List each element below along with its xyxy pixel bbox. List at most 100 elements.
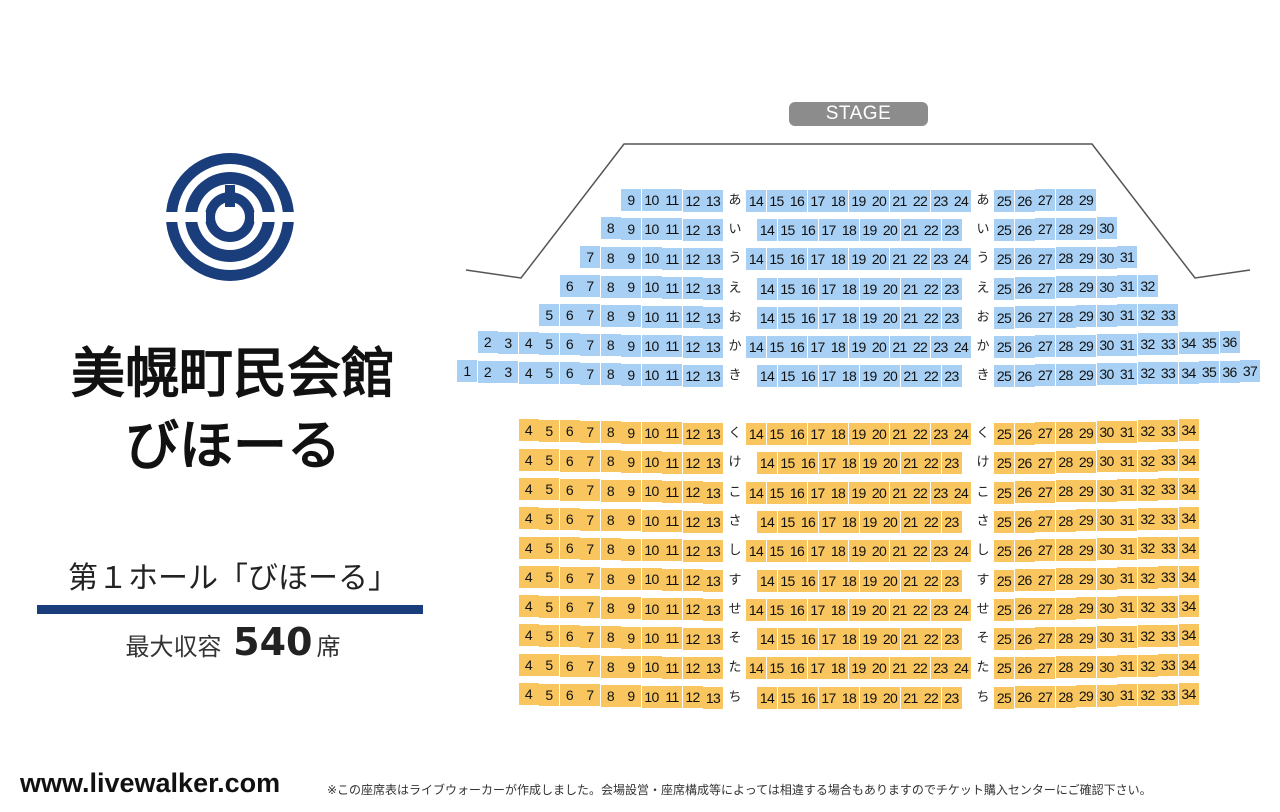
seat-け-27[interactable]: 27	[1035, 451, 1055, 474]
seat-た-4[interactable]: 4	[518, 653, 539, 676]
seat-け-10[interactable]: 10	[641, 451, 662, 474]
seat-う-7[interactable]: 7	[580, 246, 600, 269]
seat-そ-21[interactable]: 21	[900, 628, 921, 651]
seat-あ-16[interactable]: 16	[787, 190, 807, 212]
seat-す-22[interactable]: 22	[921, 569, 941, 592]
seat-せ-12[interactable]: 12	[682, 598, 703, 621]
seat-い-11[interactable]: 11	[662, 218, 682, 241]
seat-あ-20[interactable]: 20	[869, 190, 889, 212]
seat-か-16[interactable]: 16	[787, 336, 807, 358]
seat-え-22[interactable]: 22	[921, 277, 941, 300]
seat-そ-5[interactable]: 5	[539, 624, 559, 647]
seat-か-22[interactable]: 22	[910, 336, 930, 358]
seat-し-14[interactable]: 14	[746, 540, 766, 563]
seat-え-8[interactable]: 8	[600, 275, 621, 298]
site-url[interactable]: www.livewalker.com	[20, 768, 281, 798]
seat-け-20[interactable]: 20	[880, 452, 900, 475]
seat-え-21[interactable]: 21	[900, 277, 921, 300]
seat-せ-13[interactable]: 13	[703, 598, 723, 621]
seat-し-25[interactable]: 25	[994, 540, 1014, 563]
seat-ち-10[interactable]: 10	[641, 685, 662, 708]
seat-け-32[interactable]: 32	[1137, 449, 1158, 472]
seat-か-29[interactable]: 29	[1076, 334, 1096, 357]
seat-す-25[interactable]: 25	[994, 569, 1014, 592]
seat-す-26[interactable]: 26	[1014, 569, 1035, 592]
seat-く-19[interactable]: 19	[848, 423, 869, 445]
seat-い-16[interactable]: 16	[798, 219, 818, 242]
seat-い-22[interactable]: 22	[921, 219, 941, 242]
seat-ち-4[interactable]: 4	[518, 683, 539, 706]
seat-そ-33[interactable]: 33	[1158, 624, 1178, 647]
seat-そ-6[interactable]: 6	[559, 625, 580, 648]
seat-す-14[interactable]: 14	[757, 569, 777, 592]
seat-こ-13[interactable]: 13	[703, 481, 723, 504]
seat-そ-4[interactable]: 4	[518, 624, 539, 647]
seat-し-30[interactable]: 30	[1096, 538, 1117, 561]
seat-え-19[interactable]: 19	[859, 277, 880, 300]
seat-せ-32[interactable]: 32	[1137, 596, 1158, 619]
seat-き-23[interactable]: 23	[941, 365, 962, 388]
seat-そ-34[interactable]: 34	[1178, 624, 1199, 647]
seat-く-6[interactable]: 6	[559, 420, 580, 443]
seat-え-10[interactable]: 10	[641, 276, 662, 299]
seat-そ-8[interactable]: 8	[600, 626, 621, 649]
seat-そ-30[interactable]: 30	[1096, 626, 1117, 649]
seat-す-17[interactable]: 17	[818, 569, 839, 592]
seat-せ-18[interactable]: 18	[828, 598, 848, 621]
seat-し-20[interactable]: 20	[869, 540, 889, 563]
seat-さ-13[interactable]: 13	[703, 510, 723, 533]
seat-こ-26[interactable]: 26	[1014, 481, 1035, 504]
seat-お-11[interactable]: 11	[662, 306, 682, 329]
seat-あ-15[interactable]: 15	[766, 190, 787, 212]
seat-き-25[interactable]: 25	[994, 365, 1014, 388]
seat-こ-4[interactable]: 4	[518, 477, 539, 500]
seat-か-2[interactable]: 2	[477, 331, 498, 354]
seat-ち-12[interactable]: 12	[682, 686, 703, 709]
seat-う-23[interactable]: 23	[930, 248, 951, 271]
seat-た-7[interactable]: 7	[580, 655, 600, 678]
seat-す-5[interactable]: 5	[539, 566, 559, 589]
seat-た-9[interactable]: 9	[621, 655, 641, 678]
seat-さ-28[interactable]: 28	[1055, 509, 1076, 532]
seat-い-23[interactable]: 23	[941, 219, 962, 242]
seat-え-27[interactable]: 27	[1035, 276, 1055, 299]
seat-し-23[interactable]: 23	[930, 540, 951, 563]
seat-そ-26[interactable]: 26	[1014, 627, 1035, 650]
seat-え-30[interactable]: 30	[1096, 275, 1117, 298]
seat-こ-15[interactable]: 15	[766, 481, 787, 504]
seat-さ-15[interactable]: 15	[777, 510, 798, 533]
seat-た-10[interactable]: 10	[641, 656, 662, 679]
seat-し-34[interactable]: 34	[1178, 536, 1199, 559]
seat-お-33[interactable]: 33	[1158, 303, 1178, 326]
seat-あ-24[interactable]: 24	[951, 190, 971, 212]
seat-お-22[interactable]: 22	[921, 306, 941, 329]
seat-か-30[interactable]: 30	[1096, 334, 1117, 357]
seat-ち-21[interactable]: 21	[900, 686, 921, 709]
seat-あ-26[interactable]: 26	[1014, 189, 1035, 212]
seat-か-8[interactable]: 8	[600, 334, 621, 357]
seat-き-8[interactable]: 8	[600, 363, 621, 386]
seat-す-8[interactable]: 8	[600, 567, 621, 590]
seat-お-29[interactable]: 29	[1076, 305, 1096, 328]
seat-き-16[interactable]: 16	[798, 365, 818, 388]
seat-お-8[interactable]: 8	[600, 304, 621, 327]
seat-く-31[interactable]: 31	[1117, 420, 1137, 443]
seat-お-26[interactable]: 26	[1014, 306, 1035, 329]
seat-し-19[interactable]: 19	[848, 540, 869, 563]
seat-た-30[interactable]: 30	[1096, 655, 1117, 678]
seat-す-18[interactable]: 18	[839, 569, 859, 592]
seat-こ-9[interactable]: 9	[621, 480, 641, 503]
seat-い-9[interactable]: 9	[621, 217, 641, 240]
seat-く-24[interactable]: 24	[951, 423, 971, 445]
seat-す-15[interactable]: 15	[777, 569, 798, 592]
seat-そ-13[interactable]: 13	[703, 628, 723, 651]
seat-え-29[interactable]: 29	[1076, 276, 1096, 299]
seat-こ-16[interactable]: 16	[787, 481, 807, 504]
seat-た-26[interactable]: 26	[1014, 657, 1035, 680]
seat-す-6[interactable]: 6	[559, 566, 580, 589]
seat-せ-29[interactable]: 29	[1076, 597, 1096, 620]
seat-ち-9[interactable]: 9	[621, 685, 641, 708]
seat-せ-11[interactable]: 11	[662, 598, 682, 621]
seat-う-17[interactable]: 17	[807, 248, 828, 271]
seat-た-21[interactable]: 21	[889, 657, 910, 680]
